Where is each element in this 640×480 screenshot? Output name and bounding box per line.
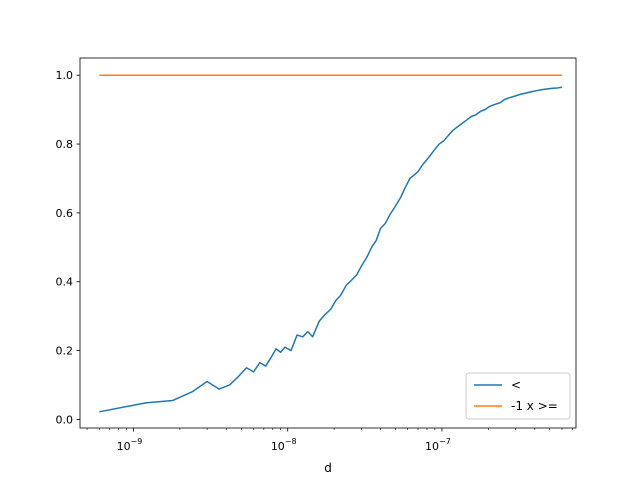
y-tick-label-0: 0.0 [56, 413, 74, 426]
legend-label-1: -1 x >= [511, 399, 558, 413]
legend: < -1 x >= [465, 372, 571, 420]
series-layer [99, 74, 563, 413]
series-line-0 [99, 86, 563, 413]
x-tick-base-0: 10 [117, 440, 131, 453]
legend-label-0: < [511, 378, 521, 392]
y-tick-label-4: 0.8 [56, 138, 74, 151]
y-tick-label-5: 1.0 [56, 69, 74, 82]
y-tick-label-2: 0.4 [56, 276, 74, 289]
x-tick-label-0: 10−9 [117, 437, 143, 453]
x-tick-base-1: 10 [271, 440, 285, 453]
x-tick-exponent-0: −9 [131, 437, 143, 446]
x-tick-exponent-2: −7 [439, 437, 451, 446]
y-tick-label-3: 0.6 [56, 207, 74, 220]
x-tick-base-2: 10 [425, 440, 439, 453]
y-tick-label-1: 0.2 [56, 345, 74, 358]
axes-frame [79, 57, 577, 429]
x-tick-label-2: 10−7 [425, 437, 451, 453]
x-tick-label-1: 10−8 [271, 437, 297, 453]
axes-layer: 0.00.20.40.60.81.010−9 10−8 10−7 [56, 57, 577, 453]
x-axis-label: d [324, 461, 332, 475]
x-tick-exponent-1: −8 [285, 437, 297, 446]
